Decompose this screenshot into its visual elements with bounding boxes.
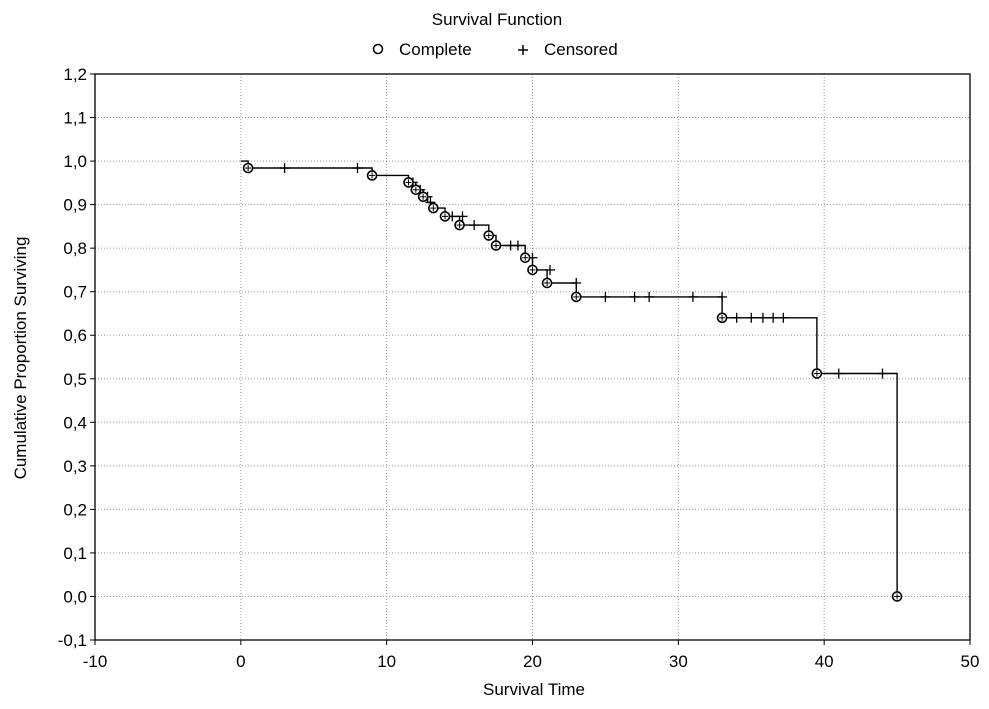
x-tick-label: 20 (523, 652, 542, 671)
chart-title: Survival Function (432, 10, 562, 29)
y-tick-label: 1,0 (63, 152, 87, 171)
complete-point (541, 277, 553, 289)
y-tick-label: 1,1 (63, 109, 87, 128)
y-tick-label: 0,6 (63, 326, 87, 345)
censored-point (545, 264, 555, 275)
complete-point (891, 591, 903, 602)
complete-point (403, 177, 414, 188)
y-tick-label: 0,3 (63, 457, 87, 476)
y-tick-label: 0,4 (63, 413, 87, 432)
complete-point (811, 368, 823, 379)
survival-step-curve (240, 160, 898, 597)
complete-point (410, 184, 422, 196)
censored-point (512, 240, 523, 251)
complete-point (366, 170, 378, 181)
complete-point (439, 211, 451, 222)
data-markers (242, 162, 903, 602)
x-tick-label: 10 (377, 652, 396, 671)
complete-point (490, 240, 502, 251)
axis-ticks: -10 0 10 20 30 40 50 -0,1 0,0 0,1 0,2 0,3 0,4 0,5 0,6 0… (58, 65, 980, 671)
y-tick-label: 0,2 (63, 500, 87, 519)
complete-point (483, 230, 495, 241)
legend: Complete Censored (372, 40, 618, 59)
x-tick-label: 40 (815, 652, 834, 671)
censored-point (731, 312, 742, 323)
x-tick-label: 50 (961, 652, 980, 671)
complete-point (570, 291, 582, 303)
legend-complete-label: Complete (399, 40, 472, 59)
y-tick-label: 0,5 (63, 370, 87, 389)
complete-point (417, 191, 429, 203)
censored-point (571, 277, 582, 288)
y-tick-label: 0,7 (63, 283, 87, 302)
y-tick-label: 0,1 (63, 544, 87, 563)
y-tick-label: 0,9 (63, 196, 87, 215)
censored-point (746, 312, 757, 323)
x-tick-label: 0 (236, 652, 245, 671)
censored-point (687, 291, 698, 302)
step-curve-line (240, 160, 898, 597)
censored-point (778, 312, 789, 323)
y-tick-label: 0,0 (63, 587, 87, 606)
complete-point (242, 162, 254, 174)
censored-point (457, 211, 468, 222)
legend-censored-marker-icon (518, 45, 528, 55)
complete-point (716, 312, 728, 324)
y-tick-label: -0,1 (58, 631, 87, 650)
censored-point (644, 291, 655, 302)
x-tick-label: 30 (669, 652, 688, 671)
censored-point (717, 291, 728, 302)
censored-point (877, 368, 888, 379)
x-axis-label: Survival Time (483, 680, 585, 699)
censored-point (469, 220, 480, 231)
censored-point (352, 163, 363, 174)
x-tick-label: -10 (83, 652, 108, 671)
legend-complete-marker-icon (372, 43, 384, 55)
y-axis-label: Cumulative Proportion Surviving (11, 237, 30, 480)
censored-point (279, 163, 290, 174)
legend-censored-label: Censored (544, 40, 618, 59)
plot-frame (94, 73, 971, 641)
censored-point (600, 291, 611, 302)
censored-point (757, 312, 768, 323)
complete-point (428, 202, 439, 214)
complete-point (454, 219, 465, 231)
censored-point (833, 368, 844, 379)
censored-point (629, 291, 640, 302)
censored-point (768, 312, 779, 323)
grid (95, 74, 970, 640)
complete-point (527, 264, 538, 276)
complete-point (519, 252, 531, 264)
y-tick-label: 1,2 (63, 65, 87, 84)
y-tick-label: 0,8 (63, 239, 87, 258)
